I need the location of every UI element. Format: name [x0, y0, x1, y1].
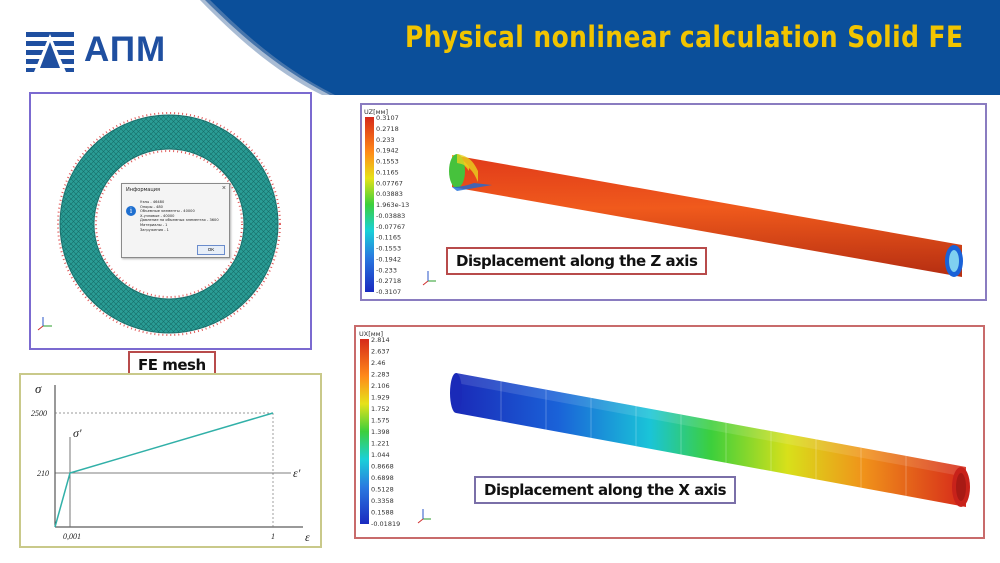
stress-strain-curve	[54, 412, 274, 528]
dialog-title: Информация	[126, 187, 161, 193]
x-legend-title: UX[мм]	[359, 330, 383, 338]
x-tick-label: 0,001	[63, 532, 81, 541]
legend-value: 0.1588	[371, 509, 394, 517]
y-prime-symbol: σ'	[73, 426, 82, 440]
dialog-line: Материалы - 1	[140, 222, 168, 227]
z-displacement-caption: Displacement along the Z axis	[446, 247, 708, 275]
legend-value: -0.1942	[376, 255, 401, 263]
legend-value: 1.963e-13	[376, 201, 409, 209]
legend-value: -0.1165	[376, 234, 401, 242]
legend-value: 2.814	[371, 336, 390, 344]
z-color-legend	[365, 117, 374, 292]
legend-value: 1.752	[371, 405, 390, 413]
page-title: Physical nonlinear calculation Solid FE	[405, 20, 964, 54]
legend-value: 1.221	[371, 440, 390, 448]
legend-value: 1.398	[371, 428, 390, 436]
axis-triad-icon	[422, 271, 436, 286]
apm-logo: АПМ	[24, 30, 204, 74]
z-legend-title: UZ[мм]	[364, 108, 388, 116]
legend-value: 2.106	[371, 382, 390, 390]
stress-strain-panel: σ σ' ε ε' 2500 210 0,001 1	[19, 373, 322, 548]
legend-value: 0.6898	[371, 474, 394, 482]
dialog-line: Давление на объемных элементах - 3600	[140, 218, 219, 223]
legend-value: 0.1165	[376, 168, 399, 176]
y-tick-label: 2500	[31, 409, 47, 418]
dialog-line: Опоры - 480	[140, 204, 163, 209]
legend-value: -0.3107	[376, 288, 401, 296]
y-tick-label: 210	[37, 469, 49, 478]
y-axis-symbol: σ	[35, 381, 42, 396]
x-pipe-segments	[500, 381, 907, 496]
axis-triad-icon	[37, 317, 52, 331]
dialog-line: Объемные элементы - 40000	[140, 209, 195, 214]
dialog-line: Узлы - 46480	[140, 200, 165, 204]
x-pipe-left-end	[450, 373, 462, 413]
x-prime-symbol: ε'	[293, 466, 301, 480]
close-icon[interactable]: ×	[221, 185, 226, 192]
legend-value: -0.03883	[376, 212, 405, 220]
legend-value: -0.1553	[376, 245, 401, 253]
legend-value: 1.044	[371, 451, 390, 459]
z-legend-values: 0.3107 0.2718 0.233 0.1942 0.1553 0.1165 0.077…	[376, 114, 409, 296]
legend-value: 0.233	[376, 136, 395, 144]
x-displacement-caption: Displacement along the X axis	[474, 476, 737, 504]
stress-strain-chart: σ σ' ε ε' 2500 210 0,001 1	[31, 381, 310, 544]
info-dialog[interactable]: Информация × i Узлы - 46480 Опоры - 480 …	[121, 183, 230, 258]
legend-value: 0.5128	[371, 486, 394, 494]
legend-value: 0.2718	[376, 125, 399, 133]
legend-value: 0.07767	[376, 179, 403, 187]
logo-text: АПМ	[84, 30, 167, 69]
legend-value: 2.637	[371, 348, 390, 356]
legend-value: -0.07767	[376, 223, 405, 231]
legend-value: 2.46	[371, 359, 385, 367]
x-color-legend	[360, 339, 369, 524]
dialog-line: Загружения - 1	[140, 227, 169, 232]
legend-value: 1.575	[371, 417, 390, 425]
header-banner	[0, 0, 1000, 95]
info-icon: i	[126, 206, 136, 216]
legend-value: 1.929	[371, 394, 390, 402]
x-legend-values: 2.814 2.637 2.46 2.283 2.106 1.929 1.752 1.575 1…	[371, 336, 400, 528]
legend-value: -0.01819	[371, 520, 400, 528]
z-pipe-body	[452, 155, 962, 277]
legend-value: 2.283	[371, 371, 390, 379]
x-tick-label: 1	[271, 532, 275, 541]
x-displacement-panel: UX[мм] 2.814 2.637 2.46 2.283 2.106 1.929 1.75…	[354, 325, 985, 539]
legend-value: 0.03883	[376, 190, 403, 198]
dialog-line: Х-узловые - 40000	[140, 213, 175, 218]
ok-button[interactable]: OK	[197, 245, 225, 255]
apm-logo-icon	[26, 32, 74, 72]
legend-value: 0.1553	[376, 158, 399, 166]
x-axis-symbol: ε	[305, 530, 310, 544]
legend-value: -0.2718	[376, 277, 401, 285]
legend-value: 0.1942	[376, 147, 399, 155]
legend-value: -0.233	[376, 266, 397, 274]
x-pipe-body	[456, 373, 966, 507]
legend-value: 0.3358	[371, 497, 394, 505]
legend-value: 0.3107	[376, 114, 399, 122]
legend-value: 0.8668	[371, 463, 394, 471]
axis-triad-icon	[417, 509, 431, 524]
